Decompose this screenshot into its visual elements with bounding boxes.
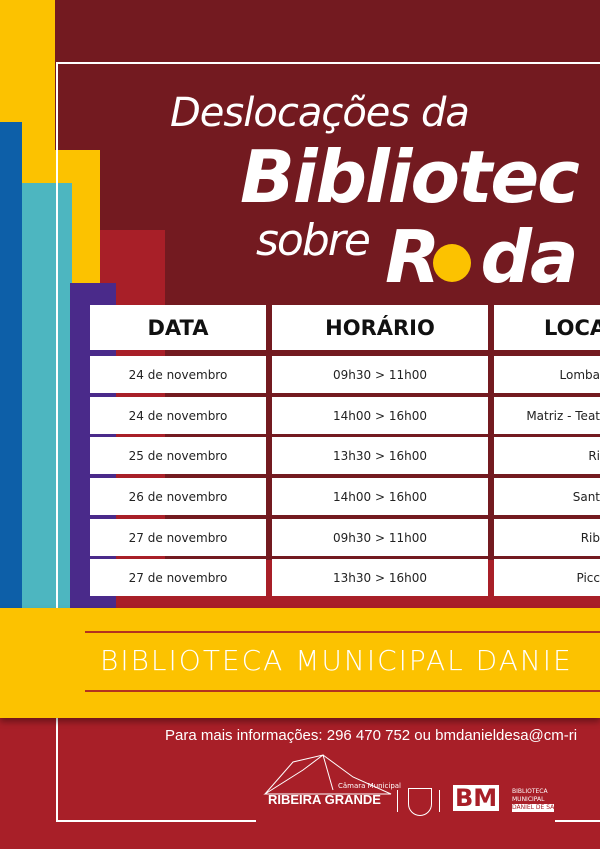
title-line2: Bibliotec <box>240 135 580 219</box>
table-cell: 25 de novembro <box>90 437 266 474</box>
table-cell: 09h30 > 11h00 <box>272 519 488 556</box>
table-cell: Ri <box>494 437 600 474</box>
table-cell: Lomba <box>494 356 600 393</box>
title-r: R <box>385 215 440 299</box>
ribeira-grande-logo-icon <box>263 754 392 795</box>
table-cell: 27 de novembro <box>90 519 266 556</box>
table-header-cell: DATA <box>90 305 266 350</box>
table-cell: 26 de novembro <box>90 478 266 515</box>
table-cell: Rib <box>494 519 600 556</box>
table-header-cell: HORÁRIO <box>272 305 488 350</box>
title-line3: sobre <box>256 215 371 266</box>
wheel-icon <box>433 244 471 282</box>
table-header-cell: LOCA <box>494 305 600 350</box>
table-cell: 13h30 > 16h00 <box>272 437 488 474</box>
table-cell: 24 de novembro <box>90 356 266 393</box>
divider <box>439 790 440 812</box>
table-cell: 27 de novembro <box>90 559 266 596</box>
book-blue <box>0 122 22 610</box>
camara-text: RIBEIRA GRANDE <box>268 792 381 807</box>
book-teal <box>22 183 72 610</box>
bm-l3: DANIEL DE SÁ <box>512 804 555 812</box>
table-cell: 24 de novembro <box>90 397 266 434</box>
yellow-band <box>0 608 600 718</box>
band-line <box>85 631 600 633</box>
frame-line <box>56 820 256 822</box>
camara-small-text: Câmara Municipal <box>338 782 402 790</box>
coat-of-arms-icon <box>408 788 432 816</box>
title-line1: Deslocações da <box>170 90 470 136</box>
table-cell: Matriz - Teat <box>494 397 600 434</box>
frame-line <box>555 820 600 822</box>
table-cell: 13h30 > 16h00 <box>272 559 488 596</box>
table-cell: 09h30 > 11h00 <box>272 356 488 393</box>
table-cell: 14h00 > 16h00 <box>272 478 488 515</box>
table-cell: Picc <box>494 559 600 596</box>
divider <box>397 790 398 812</box>
frame-line <box>56 62 58 822</box>
bm-l1: BIBLIOTECA <box>512 788 548 795</box>
bm-text: BIBLIOTECA MUNICIPAL DANIEL DE SÁ <box>512 788 555 812</box>
title-da: da <box>480 215 578 299</box>
library-name: BIBLIOTECA MUNICIPAL DANIE <box>100 644 573 677</box>
bm-l2: MUNICIPAL <box>512 796 545 803</box>
bm-logo: BM <box>453 784 500 812</box>
band-line <box>85 690 600 692</box>
frame-line <box>57 62 600 64</box>
contact-info: Para mais informações: 296 470 752 ou bm… <box>165 727 578 744</box>
table-cell: Sant <box>494 478 600 515</box>
logos: Câmara Municipal RIBEIRA GRANDE BM BIBLI… <box>258 752 558 822</box>
table-cell: 14h00 > 16h00 <box>272 397 488 434</box>
